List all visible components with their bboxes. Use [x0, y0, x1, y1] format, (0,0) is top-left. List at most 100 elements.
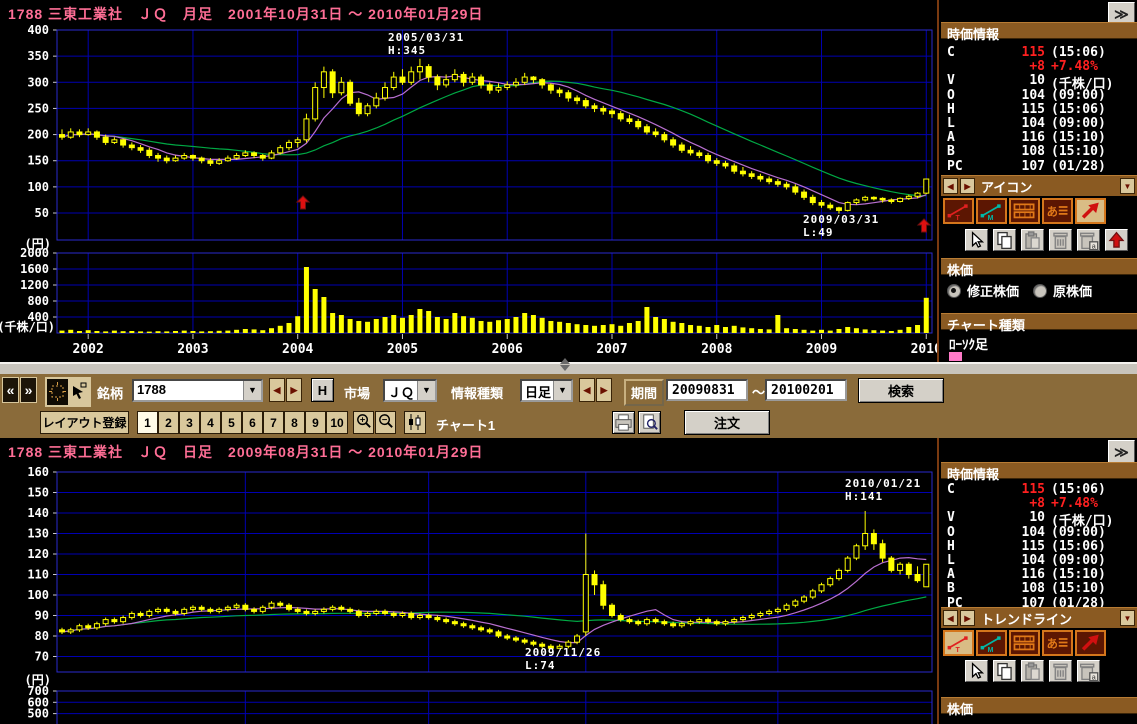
splitter-grip-icon[interactable]: [560, 358, 570, 371]
nav-first-button[interactable]: «: [2, 377, 19, 403]
chevron-down-icon[interactable]: ▼: [243, 381, 261, 400]
history-button[interactable]: H: [311, 378, 334, 402]
layout-1-button[interactable]: 1: [137, 411, 158, 434]
arrow-marker-tool-button[interactable]: [1075, 198, 1106, 224]
info-type-combobox[interactable]: 日足 ▼: [520, 379, 573, 402]
text-annotation-icon: あ: [1047, 638, 1068, 651]
trash-icon: [1053, 663, 1068, 681]
paste-button[interactable]: [1021, 229, 1044, 251]
panel-dropdown-button[interactable]: ▼: [1120, 178, 1135, 194]
svg-text:2010: 2010: [911, 342, 937, 357]
stock-price-header: 株価: [941, 697, 1137, 717]
period-prev-button[interactable]: ◀: [579, 378, 595, 402]
period-next-button[interactable]: ▶: [596, 378, 612, 402]
layout-9-button[interactable]: 9: [305, 411, 326, 434]
quote-info-table: C 115 (15:06) +8 +7.48% V 10 (千株/口) O 104 (09:0…: [939, 482, 1137, 611]
zoom-out-icon: [379, 414, 393, 428]
zoom-out-button[interactable]: [375, 411, 396, 434]
trendline-t-tool-button[interactable]: T: [943, 630, 974, 656]
svg-text:2006: 2006: [492, 342, 523, 357]
symbol-combobox[interactable]: 1788 ▼: [132, 379, 263, 402]
svg-text:140: 140: [27, 506, 49, 520]
svg-text:L:74: L:74: [525, 659, 556, 672]
layout-10-button[interactable]: 10: [326, 411, 348, 434]
panel-prev-button[interactable]: ◀: [943, 610, 958, 626]
search-button[interactable]: 検索: [858, 378, 944, 403]
copy-button[interactable]: [993, 229, 1016, 251]
candle-cursor-button[interactable]: [404, 411, 426, 434]
trendline-m-tool-button[interactable]: M: [976, 198, 1007, 224]
panel-next-button[interactable]: ▶: [960, 178, 975, 194]
period-to-input[interactable]: [765, 379, 847, 401]
copy-button[interactable]: [993, 660, 1016, 682]
delete-all-button[interactable]: a: [1077, 660, 1100, 682]
mode-button-group: [45, 377, 91, 407]
arrow-marker-tool-button[interactable]: [1075, 630, 1106, 656]
pointer-button[interactable]: [965, 229, 988, 251]
order-button[interactable]: 注文: [684, 410, 770, 435]
quote-row-close: C 115 (15:06): [947, 45, 1106, 60]
info-type-label: 情報種類: [451, 386, 504, 401]
layout-2-button[interactable]: 2: [158, 411, 179, 434]
text-annotation-tool-button[interactable]: あ: [1042, 630, 1073, 656]
legend-color-chip: [949, 352, 962, 361]
period-from-input[interactable]: [666, 379, 748, 401]
print-button[interactable]: [612, 411, 635, 434]
delete-button[interactable]: [1049, 660, 1072, 682]
nav-last-button[interactable]: »: [20, 377, 37, 403]
svg-text:400: 400: [27, 23, 49, 37]
red-up-arrow-icon: [1108, 231, 1125, 248]
arrow-marker-icon: [1081, 202, 1099, 219]
expand-panel-button[interactable]: ≫: [1108, 440, 1135, 464]
parallel-lines-icon: [1013, 203, 1035, 219]
delete-button[interactable]: [1049, 229, 1072, 251]
layout-register-button[interactable]: レイアウト登録: [40, 411, 129, 434]
layout-4-button[interactable]: 4: [200, 411, 221, 434]
market-combobox[interactable]: ＪＱ ▼: [383, 379, 437, 402]
quote-row-open: O 104 (09:00): [947, 87, 1106, 103]
print-preview-button[interactable]: [638, 411, 661, 434]
zoom-in-button[interactable]: [353, 411, 374, 434]
trendline-m-tool-button[interactable]: M: [976, 630, 1007, 656]
panel-prev-button[interactable]: ◀: [943, 178, 958, 194]
svg-text:2005/03/31: 2005/03/31: [388, 31, 464, 44]
text-annotation-tool-button[interactable]: あ: [1042, 198, 1073, 224]
pan-mode-button[interactable]: [47, 379, 68, 405]
layout-7-button[interactable]: 7: [263, 411, 284, 434]
chart-type-item-candlestick[interactable]: ﾛｰｿｸ足: [949, 337, 989, 352]
layout-5-button[interactable]: 5: [221, 411, 242, 434]
parallel-lines-tool-button[interactable]: [1009, 630, 1040, 656]
parallel-lines-icon: [1013, 635, 1035, 651]
zoom-in-icon: [357, 414, 371, 428]
parallel-lines-tool-button[interactable]: [1009, 198, 1040, 224]
print-preview-icon: [643, 414, 658, 430]
svg-text:H:345: H:345: [388, 44, 426, 57]
horizontal-splitter[interactable]: [0, 358, 1137, 374]
chevron-down-icon[interactable]: ▼: [417, 381, 435, 400]
layout-8-button[interactable]: 8: [284, 411, 305, 434]
svg-text:2000: 2000: [20, 246, 49, 260]
select-mode-button[interactable]: [68, 379, 89, 405]
adjusted-price-radio[interactable]: [947, 283, 961, 298]
delete-all-button[interactable]: a: [1077, 229, 1100, 251]
market-value: ＪＱ: [388, 385, 415, 400]
trendline-t-tool-button[interactable]: T: [943, 198, 974, 224]
svg-text:200: 200: [27, 128, 49, 142]
raw-price-radio[interactable]: [1033, 283, 1048, 298]
svg-text:M: M: [988, 647, 994, 654]
chevron-down-icon[interactable]: ▼: [553, 381, 571, 400]
trendline-panel-title: トレンドライン: [981, 611, 1073, 627]
arrow-marker-icon: [1081, 634, 1099, 651]
panel-dropdown-button[interactable]: ▼: [1120, 610, 1135, 626]
paste-button[interactable]: [1021, 660, 1044, 682]
symbol-prev-button[interactable]: ◀: [269, 378, 285, 402]
pointer-button[interactable]: [965, 660, 988, 682]
symbol-next-button[interactable]: ▶: [286, 378, 302, 402]
panel-next-button[interactable]: ▶: [960, 610, 975, 626]
up-arrow-marker-button[interactable]: [1105, 229, 1128, 251]
period-tilde: ～: [752, 385, 766, 400]
layout-3-button[interactable]: 3: [179, 411, 200, 434]
layout-6-button[interactable]: 6: [242, 411, 263, 434]
